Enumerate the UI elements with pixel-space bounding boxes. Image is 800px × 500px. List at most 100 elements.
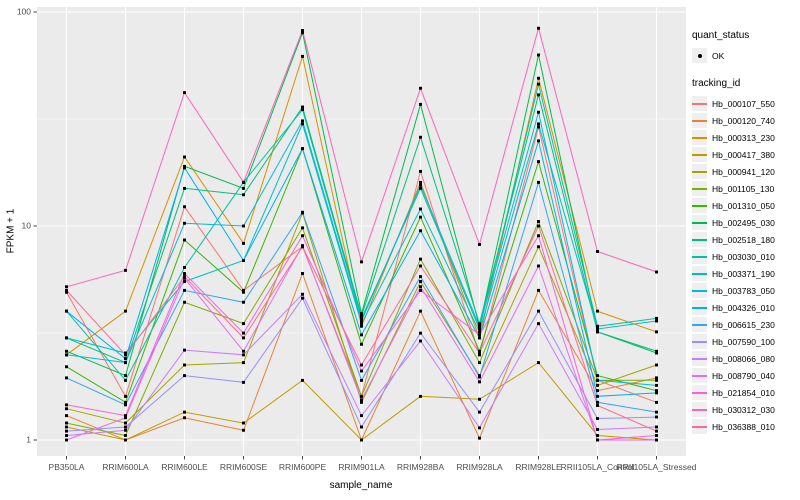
line-swatch-icon [692,255,707,258]
data-point [655,319,658,323]
data-point [655,270,658,274]
x-tick-label: RRIM600SE [220,462,268,472]
legend-item-label: Hb_004326_010 [712,302,775,313]
data-point [301,234,304,238]
data-point [124,353,127,357]
data-point [301,271,304,275]
data-point [65,285,68,289]
legend-item-label: Hb_002518_180 [712,234,775,245]
data-point [537,219,540,223]
data-point [124,374,127,378]
data-point [537,26,540,30]
data-point [419,169,422,173]
legend-item-Hb_008066_080: Hb_008066_080 [692,350,798,367]
line-swatch-icon [692,391,707,394]
data-point [124,403,127,407]
data-point [360,319,363,323]
legend-key-box [692,48,707,63]
data-point [301,54,304,58]
point-symbol-icon [697,53,702,58]
legend-key-box [692,283,707,298]
data-point [242,380,245,384]
data-point [655,383,658,387]
data-point [655,410,658,414]
data-point [419,86,422,90]
data-point [65,376,68,380]
data-point [301,105,304,109]
data-point [360,425,363,429]
legend-key-box [692,249,707,264]
data-point [242,336,245,340]
data-point [183,91,186,95]
data-point [478,333,481,337]
legend-key-box [692,300,707,315]
data-point [655,433,658,437]
data-point [419,180,422,184]
data-point [596,403,599,407]
legend-key-box [692,215,707,230]
data-point [655,391,658,395]
y-tick-label: 10 [22,221,32,231]
data-point [65,353,68,357]
data-point [596,389,599,393]
data-point [419,215,422,219]
line-swatch-icon [692,238,707,241]
legend-key-box [692,385,707,400]
legend-key-box [692,317,707,332]
data-point [301,245,304,249]
legend-item-quant-ok: OK [692,47,798,64]
data-point [183,221,186,225]
data-point [242,258,245,262]
data-point [419,339,422,343]
data-point [478,351,481,355]
data-point [65,309,68,313]
data-point [655,429,658,433]
data-point [596,394,599,398]
data-point [478,380,481,384]
data-point [537,160,540,164]
data-point [242,353,245,357]
legend-item-label: Hb_003030_010 [712,251,775,262]
data-point [360,342,363,346]
data-point [183,416,186,420]
data-point [655,363,658,367]
data-point [596,433,599,437]
data-point [183,238,186,242]
legend-item-label: Hb_021854_010 [712,387,775,398]
data-point [360,369,363,373]
data-point [478,336,481,340]
data-point [65,429,68,433]
data-point [360,324,363,328]
data-point [360,414,363,418]
data-point [183,410,186,414]
x-tick-label: RRIM928BA [397,462,445,472]
legend-item-label: Hb_007590_100 [712,336,775,347]
data-point [301,296,304,300]
legend-item-Hb_001310_050: Hb_001310_050 [692,197,798,214]
legend-item-label: Hb_008066_080 [712,353,775,364]
data-point [65,365,68,369]
data-point [419,207,422,211]
data-point [242,300,245,304]
line-swatch-icon [692,119,707,122]
data-point [242,290,245,294]
data-point [242,421,245,425]
data-point [537,139,540,143]
data-point [478,330,481,334]
legend-title-tracking-id: tracking_id [692,78,741,89]
line-swatch-icon [692,289,707,292]
data-point [183,300,186,304]
data-point [65,433,68,437]
data-point [655,400,658,404]
data-point [478,436,481,440]
data-point [360,394,363,398]
data-point [301,28,304,32]
data-point [183,374,186,378]
data-point [596,400,599,404]
legend-item-Hb_000313_230: Hb_000313_230 [692,129,798,146]
data-point [242,361,245,365]
data-point [537,309,540,313]
data-point [65,403,68,407]
